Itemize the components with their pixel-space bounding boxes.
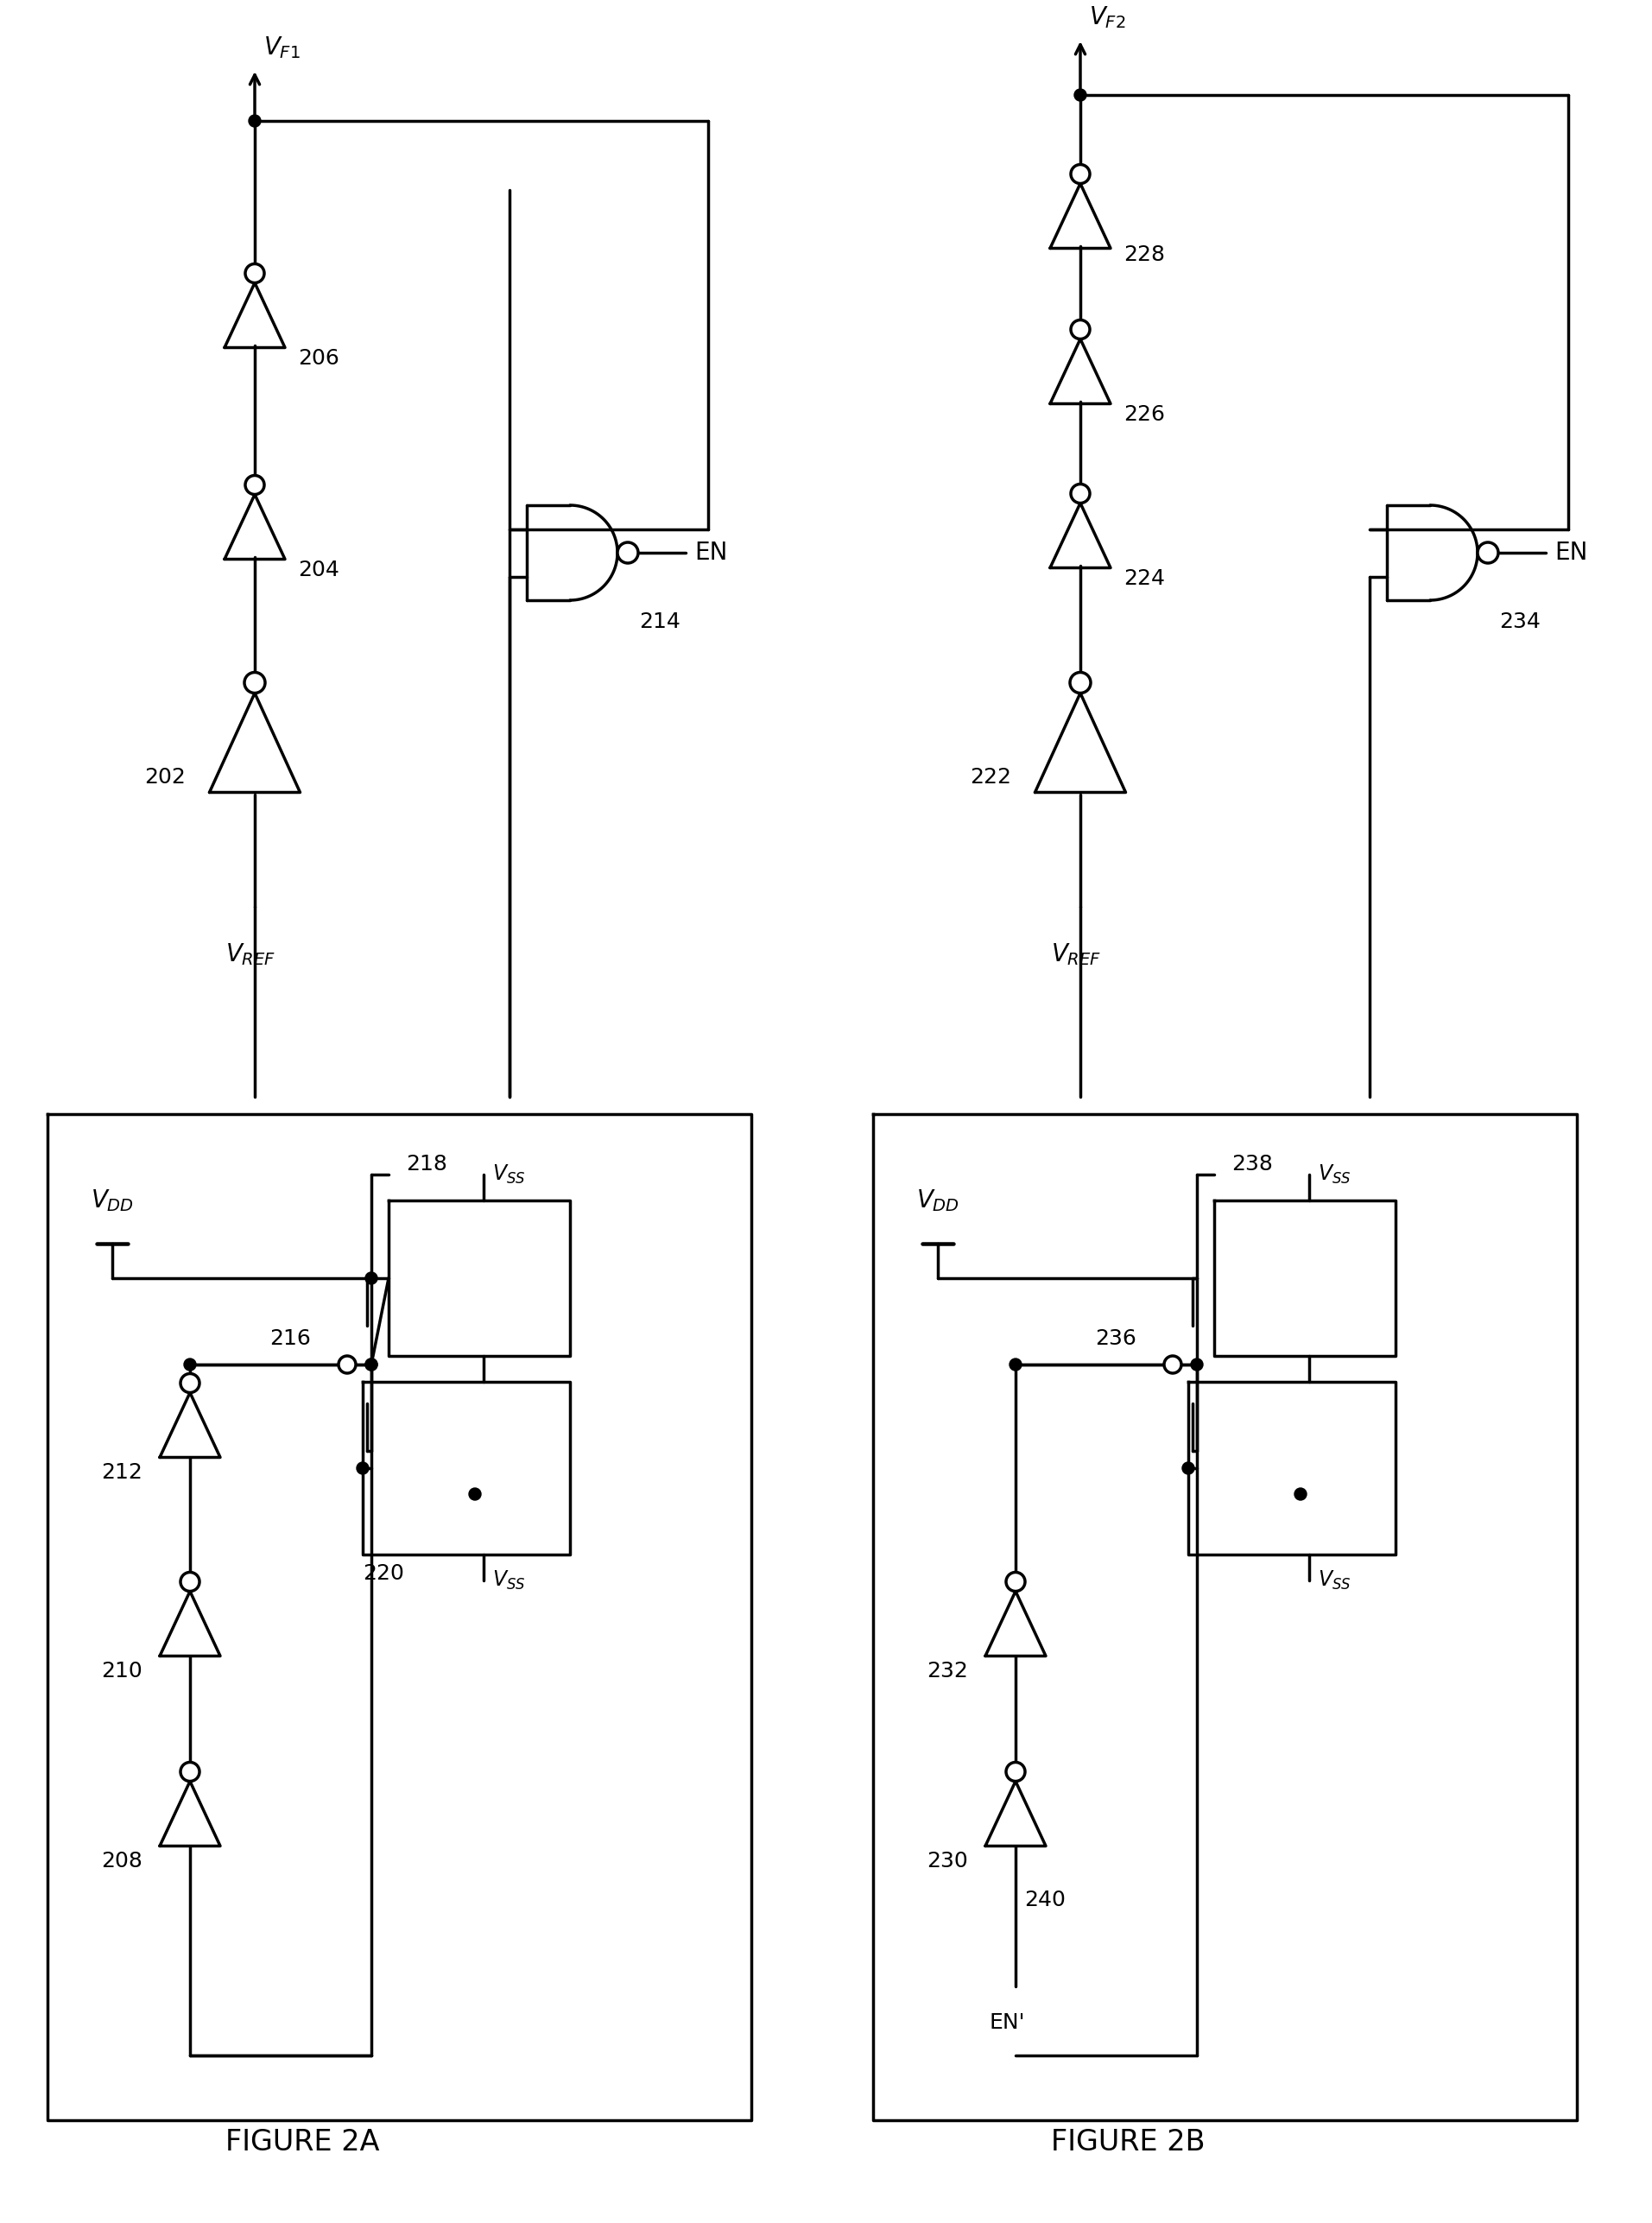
Text: 232: 232 <box>927 1661 968 1681</box>
Circle shape <box>244 476 264 494</box>
Circle shape <box>1070 320 1090 338</box>
Circle shape <box>365 1358 377 1372</box>
Text: $V_{DD}$: $V_{DD}$ <box>91 1187 134 1214</box>
Circle shape <box>618 542 638 562</box>
Text: 204: 204 <box>297 560 339 580</box>
Circle shape <box>1006 1572 1024 1592</box>
Text: EN': EN' <box>990 2012 1024 2034</box>
Text: 210: 210 <box>101 1661 142 1681</box>
Text: 202: 202 <box>144 767 185 787</box>
Circle shape <box>1295 1487 1307 1501</box>
Text: $V_{SS}$: $V_{SS}$ <box>1318 1163 1351 1185</box>
Text: 216: 216 <box>269 1329 311 1349</box>
Text: 222: 222 <box>970 767 1011 787</box>
Circle shape <box>357 1463 368 1474</box>
Text: $V_{REF}$: $V_{REF}$ <box>225 940 276 967</box>
Text: $V_{F2}$: $V_{F2}$ <box>1089 4 1125 31</box>
Text: 228: 228 <box>1123 245 1165 265</box>
Text: 226: 226 <box>1123 405 1165 425</box>
Circle shape <box>249 116 261 127</box>
Text: EN: EN <box>1555 540 1588 565</box>
Circle shape <box>1165 1356 1181 1374</box>
Text: FIGURE 2B: FIGURE 2B <box>1051 2127 1204 2156</box>
Circle shape <box>180 1763 200 1781</box>
Circle shape <box>180 1572 200 1592</box>
Text: 220: 220 <box>363 1563 405 1585</box>
Circle shape <box>1477 542 1498 562</box>
Text: $V_{F1}$: $V_{F1}$ <box>263 36 301 60</box>
Text: 236: 236 <box>1095 1329 1137 1349</box>
Circle shape <box>244 671 264 694</box>
Circle shape <box>1191 1358 1203 1372</box>
Text: $V_{REF}$: $V_{REF}$ <box>1051 940 1102 967</box>
Text: FIGURE 2A: FIGURE 2A <box>225 2127 380 2156</box>
Circle shape <box>1074 89 1087 100</box>
Text: 224: 224 <box>1123 569 1165 589</box>
Circle shape <box>1070 671 1090 694</box>
Circle shape <box>1006 1763 1024 1781</box>
Text: 212: 212 <box>101 1463 142 1483</box>
Text: 214: 214 <box>639 611 681 631</box>
Text: $V_{SS}$: $V_{SS}$ <box>1318 1569 1351 1592</box>
Circle shape <box>1183 1463 1194 1474</box>
Circle shape <box>365 1272 377 1285</box>
Text: 206: 206 <box>297 349 339 369</box>
Circle shape <box>244 265 264 282</box>
Text: 238: 238 <box>1231 1154 1272 1174</box>
Text: 240: 240 <box>1024 1890 1066 1910</box>
Text: EN: EN <box>694 540 727 565</box>
Circle shape <box>365 1358 377 1372</box>
Circle shape <box>183 1358 197 1372</box>
Text: $V_{DD}$: $V_{DD}$ <box>917 1187 960 1214</box>
Text: 230: 230 <box>927 1852 968 1872</box>
Circle shape <box>469 1487 481 1501</box>
Text: 234: 234 <box>1498 611 1541 631</box>
Text: $V_{SS}$: $V_{SS}$ <box>492 1163 525 1185</box>
Circle shape <box>1009 1358 1021 1372</box>
Circle shape <box>1070 165 1090 185</box>
Text: $V_{SS}$: $V_{SS}$ <box>492 1569 525 1592</box>
Text: 218: 218 <box>406 1154 448 1174</box>
Circle shape <box>1070 485 1090 502</box>
Circle shape <box>339 1356 355 1374</box>
Text: 208: 208 <box>101 1852 142 1872</box>
Circle shape <box>180 1374 200 1392</box>
